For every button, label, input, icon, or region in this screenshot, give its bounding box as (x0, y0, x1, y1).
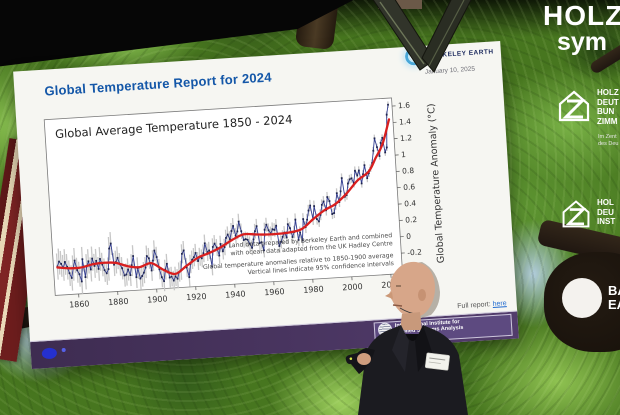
footer-blue-dot-small (61, 347, 66, 353)
holzbau-house-icon (558, 90, 590, 122)
holzbau2-line: DEU (597, 207, 614, 217)
presenter (345, 261, 468, 415)
circle-logo-disc (562, 278, 602, 318)
circle-partner-logo: BA EA (562, 278, 620, 318)
full-report-link[interactable]: here (492, 300, 507, 308)
svg-text:0.4: 0.4 (404, 199, 417, 209)
holzbau1-line: HOLZ (597, 88, 619, 97)
circle-logo-line: EA (608, 297, 620, 312)
svg-text:1: 1 (401, 150, 407, 159)
holzbau1-subline: Im Zent (598, 134, 617, 140)
event-title-line1: HOLZB (543, 0, 620, 31)
svg-text:0: 0 (406, 232, 412, 241)
holzbau1-subline: des Deu (598, 140, 619, 147)
y-axis-title: Global Temperature Anomaly (°C) (426, 103, 447, 263)
svg-text:0.6: 0.6 (403, 182, 416, 192)
svg-text:1.4: 1.4 (399, 117, 412, 127)
event-branding: HOLZB sym (543, 2, 620, 55)
event-title-line2: sym (557, 28, 608, 56)
holzbau2-line: INST (597, 217, 616, 226)
circle-logo-line: BA (608, 283, 620, 298)
holzbau1-line: DEUT (597, 97, 619, 107)
smoothed-series-line (56, 118, 391, 276)
slide-title: Global Temperature Report for 2024 (43, 69, 273, 99)
holzbau-house-icon (562, 200, 590, 228)
svg-text:1960: 1960 (264, 287, 285, 297)
holzbau1-subtitle: Im Zent des Deu (598, 134, 619, 147)
holzbau-deutschland-logo: HOLZ DEUT BUN ZIMM (556, 88, 619, 126)
holzbau-institut-logo: HOL DEU INST (560, 198, 615, 230)
svg-text:1940: 1940 (225, 289, 246, 299)
svg-text:0.2: 0.2 (405, 215, 418, 225)
holzbau1-line: ZIMM (597, 116, 618, 126)
holzbau2-line: HOL (597, 198, 614, 207)
svg-text:0.8: 0.8 (402, 166, 415, 176)
svg-text:2000: 2000 (342, 282, 363, 292)
chart-svg: -0.4-0.200.20.40.60.811.21.41.6186018801… (43, 97, 447, 310)
svg-text:1.2: 1.2 (400, 133, 413, 143)
svg-text:1.6: 1.6 (398, 101, 411, 111)
svg-text:-0.2: -0.2 (407, 247, 422, 257)
svg-text:1900: 1900 (147, 294, 168, 304)
svg-text:1980: 1980 (303, 285, 324, 295)
temperature-chart: -0.4-0.200.20.40.60.811.21.41.6186018801… (32, 84, 493, 328)
svg-text:1880: 1880 (108, 297, 129, 307)
svg-text:1920: 1920 (186, 292, 207, 302)
footer-blue-dot (41, 347, 58, 360)
stage-truss (372, 0, 472, 73)
holzbau1-line: BUN (597, 107, 615, 116)
presentation-slide: Global Temperature Report for 2024 BERKE… (13, 40, 519, 370)
svg-text:1860: 1860 (69, 299, 90, 309)
